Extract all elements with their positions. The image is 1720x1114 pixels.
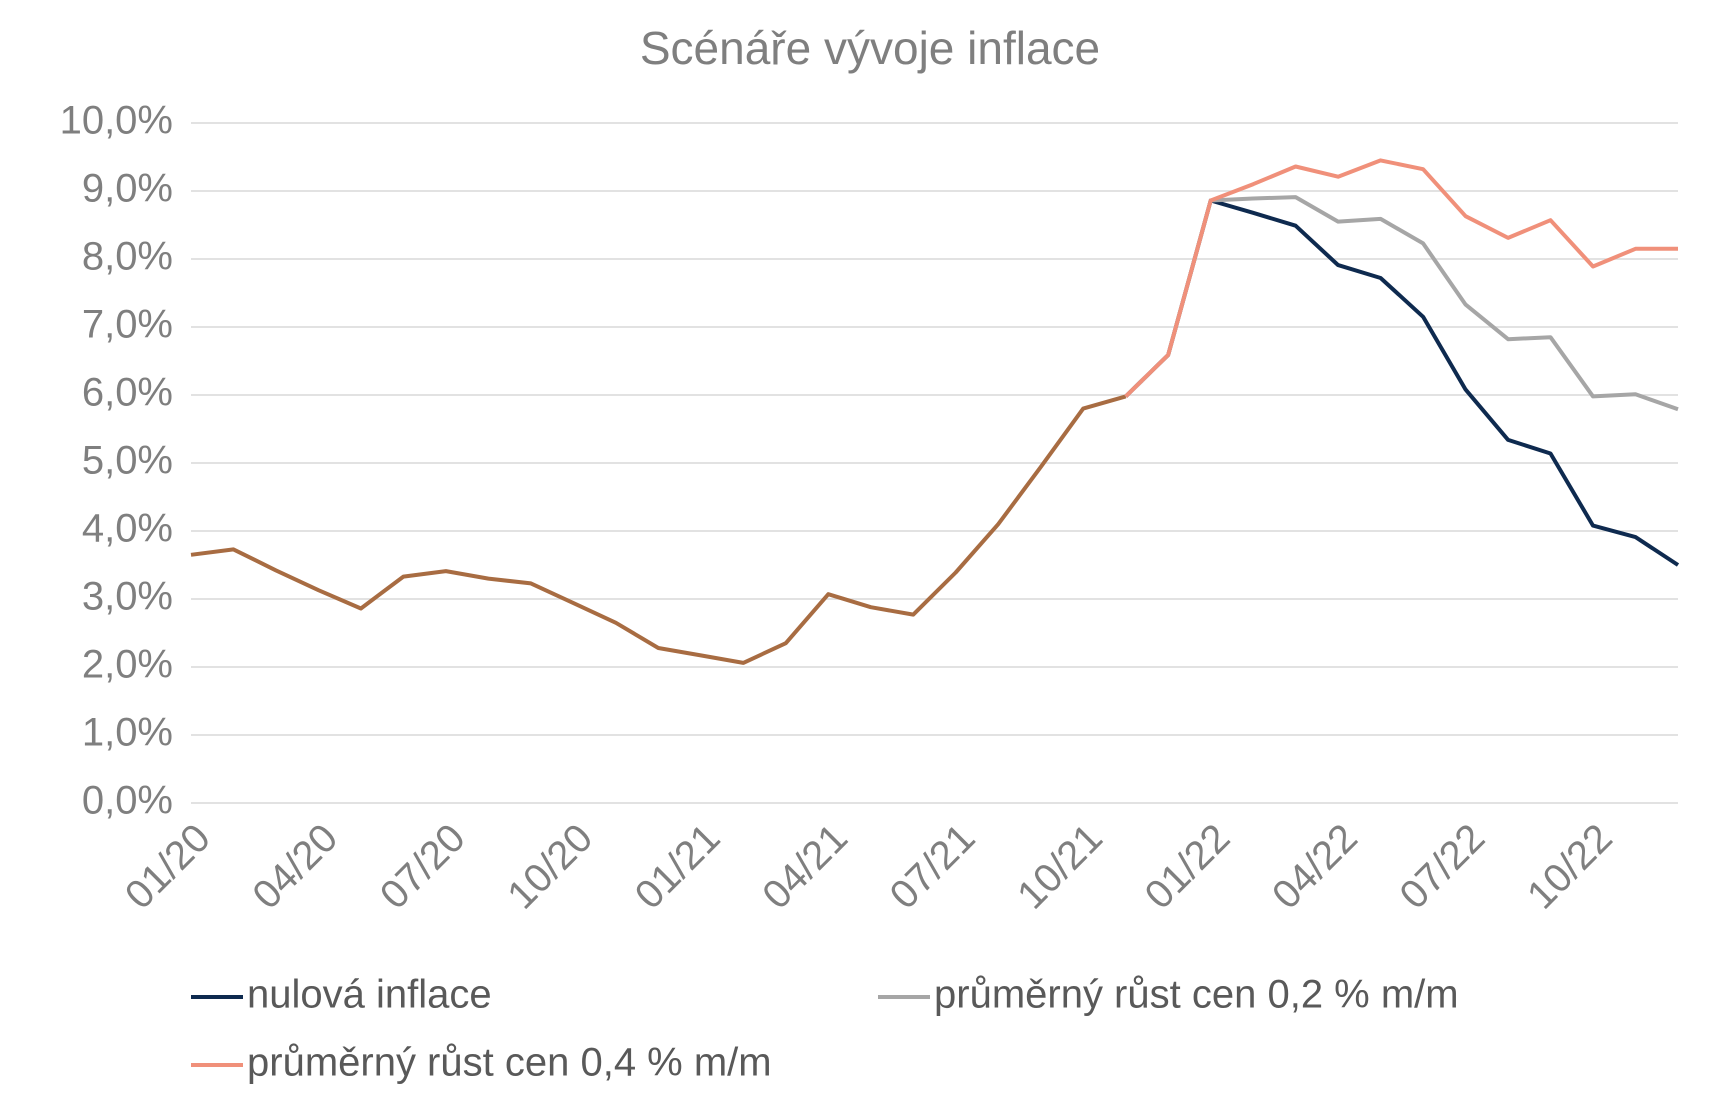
x-tick-label: 10/21 [1009, 816, 1111, 918]
chart-title: Scénáře vývoje inflace [640, 22, 1100, 74]
legend-label: průměrný růst cen 0,4 % m/m [247, 1041, 772, 1085]
y-tick-label: 0,0% [82, 779, 173, 823]
x-tick-label: 07/22 [1392, 816, 1494, 918]
y-tick-label: 6,0% [82, 371, 173, 415]
x-tick-label: 01/20 [117, 816, 219, 918]
y-tick-label: 7,0% [82, 303, 173, 347]
y-tick-label: 1,0% [82, 711, 173, 755]
series-line [1124, 158, 1678, 398]
y-tick-label: 4,0% [82, 507, 173, 551]
x-tick-label: 10/20 [499, 816, 601, 918]
x-tick-label: 04/21 [754, 816, 856, 918]
y-tick-label: 8,0% [82, 235, 173, 279]
x-tick-label: 07/20 [372, 816, 474, 918]
legend-label: průměrný růst cen 0,2 % m/m [934, 973, 1459, 1017]
x-tick-label: 07/21 [882, 816, 984, 918]
series-line [1124, 198, 1680, 567]
series-line [190, 394, 1127, 665]
x-tick-label: 01/21 [627, 816, 729, 918]
x-tick-label: 04/20 [244, 816, 346, 918]
x-tick-label: 10/22 [1519, 816, 1621, 918]
y-tick-label: 2,0% [82, 643, 173, 687]
legend-label: nulová inflace [247, 973, 492, 1017]
y-tick-label: 5,0% [82, 439, 173, 483]
y-tick-label: 3,0% [82, 575, 173, 619]
y-tick-label: 10,0% [60, 99, 173, 143]
series-line [1124, 195, 1679, 412]
x-tick-label: 01/22 [1137, 816, 1239, 918]
y-tick-label: 9,0% [82, 167, 173, 211]
x-tick-label: 04/22 [1264, 816, 1366, 918]
